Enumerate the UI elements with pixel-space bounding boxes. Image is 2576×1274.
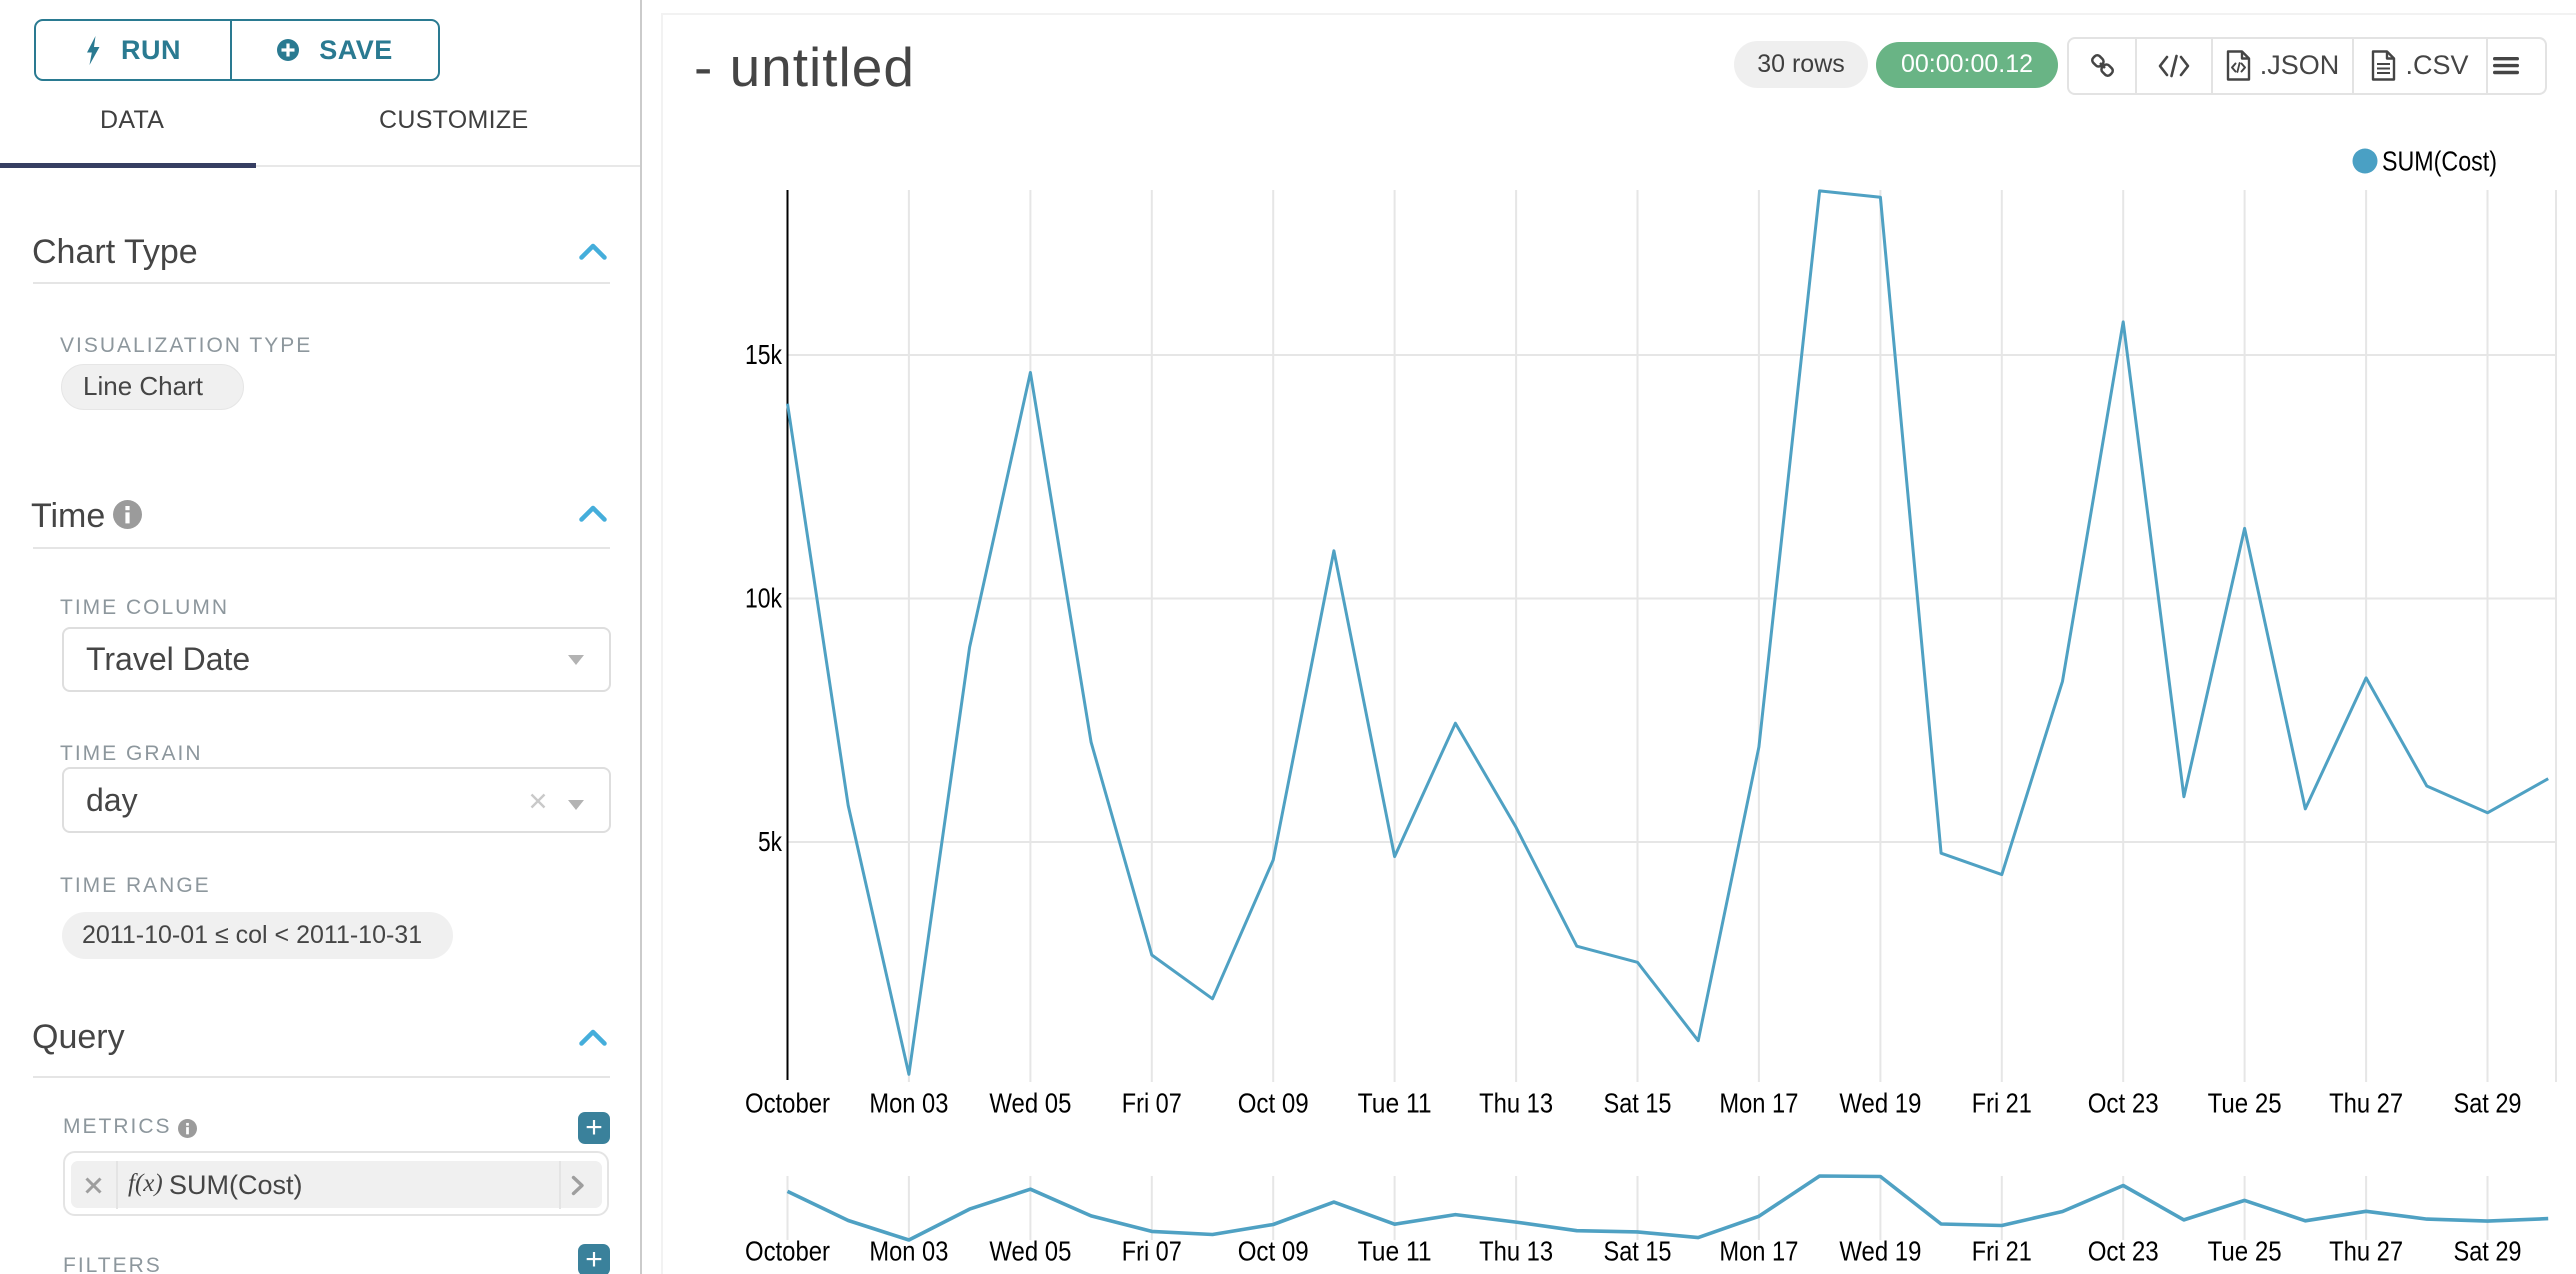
svg-text:SUM(Cost): SUM(Cost) [2382, 146, 2497, 177]
svg-text:Sat 15: Sat 15 [1604, 1088, 1672, 1119]
svg-text:Fri 21: Fri 21 [1972, 1235, 2032, 1266]
svg-text:Fri 07: Fri 07 [1122, 1235, 1182, 1266]
svg-text:Fri 07: Fri 07 [1122, 1088, 1182, 1119]
svg-text:Oct 23: Oct 23 [2088, 1088, 2159, 1119]
svg-text:Wed 19: Wed 19 [1839, 1088, 1921, 1119]
svg-text:October: October [745, 1088, 830, 1119]
svg-text:Wed 05: Wed 05 [989, 1235, 1071, 1266]
svg-text:Mon 03: Mon 03 [869, 1235, 948, 1266]
svg-text:Oct 09: Oct 09 [1238, 1088, 1309, 1119]
svg-text:October: October [745, 1235, 830, 1266]
svg-text:Tue 11: Tue 11 [1358, 1235, 1432, 1266]
svg-text:10k: 10k [745, 583, 783, 614]
svg-text:Oct 09: Oct 09 [1238, 1235, 1309, 1266]
svg-text:Thu 27: Thu 27 [2329, 1088, 2403, 1119]
svg-text:Sat 15: Sat 15 [1604, 1235, 1672, 1266]
svg-text:Wed 05: Wed 05 [989, 1088, 1071, 1119]
svg-text:Thu 13: Thu 13 [1479, 1088, 1553, 1119]
svg-text:Sat 29: Sat 29 [2454, 1235, 2522, 1266]
svg-text:Wed 19: Wed 19 [1839, 1235, 1921, 1266]
svg-text:15k: 15k [745, 339, 783, 370]
svg-text:Thu 13: Thu 13 [1479, 1235, 1553, 1266]
svg-text:Mon 17: Mon 17 [1719, 1235, 1798, 1266]
svg-text:Mon 17: Mon 17 [1719, 1088, 1798, 1119]
svg-text:Tue 25: Tue 25 [2208, 1088, 2282, 1119]
svg-text:Oct 23: Oct 23 [2088, 1235, 2159, 1266]
svg-text:Fri 21: Fri 21 [1972, 1088, 2032, 1119]
svg-text:Thu 27: Thu 27 [2329, 1235, 2403, 1266]
svg-text:5k: 5k [758, 826, 783, 857]
svg-text:Tue 25: Tue 25 [2208, 1235, 2282, 1266]
svg-text:Tue 11: Tue 11 [1358, 1088, 1432, 1119]
svg-text:Sat 29: Sat 29 [2454, 1088, 2522, 1119]
svg-text:Mon 03: Mon 03 [869, 1088, 948, 1119]
